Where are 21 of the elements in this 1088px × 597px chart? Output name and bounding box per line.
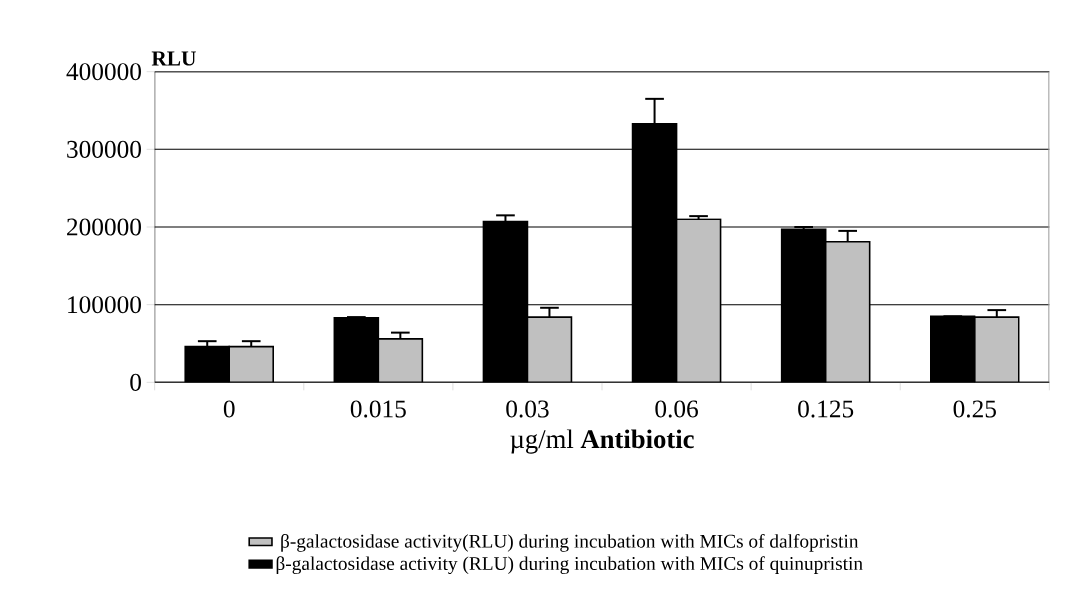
y-tick-label: 0 [130,373,141,391]
legend-label: β-galactosidase activity(RLU) during incubation with MICs of dalfopristin [281,533,859,552]
bar [526,316,573,383]
y-tick-label: 400000 [66,63,141,81]
y-tick-label: 200000 [67,218,141,236]
x-tick-label: 0 [223,400,235,418]
bar [675,218,722,383]
x-axis-title: µg/ml Antibiotic [510,429,694,454]
legend-label: β-galactosidase activity (RLU) during incubation with MICs of quinupristin [276,556,863,575]
x-tick-label: 0.03 [506,400,549,418]
bar [824,240,871,383]
bar [377,338,424,383]
y-tick-label: 100000 [68,296,141,314]
x-tick-label: 0.125 [798,400,854,418]
bar [228,345,275,383]
x-tick-label: 0.06 [655,400,698,418]
x-tick-label: 0.25 [953,400,996,418]
y-axis-title: RLU [151,51,196,66]
x-tick-label: 0.015 [350,400,406,418]
bar [973,316,1020,383]
y-tick-label: 300000 [67,140,141,158]
